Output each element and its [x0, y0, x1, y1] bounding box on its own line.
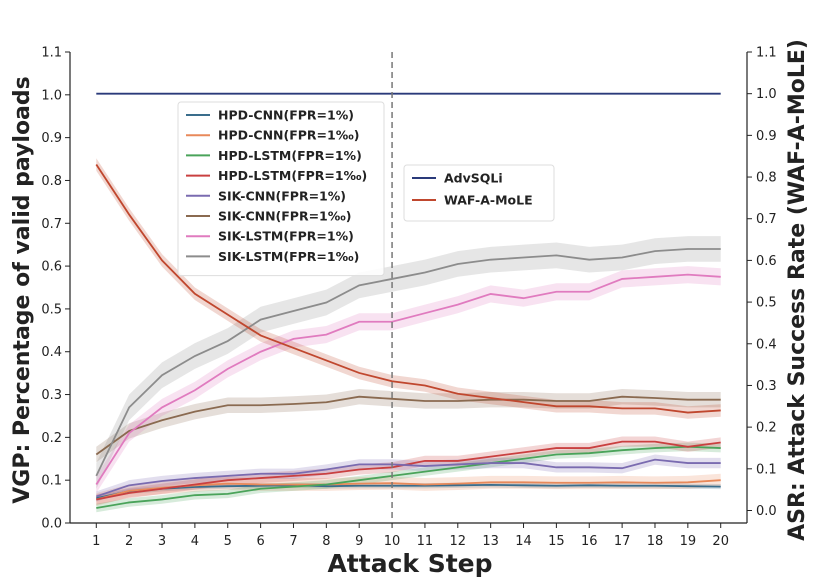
y-tick-label-right: 0.1	[756, 462, 777, 477]
line-sik-lstm-fpr-1permille	[95, 248, 721, 477]
band-sik-lstm-fpr-1pct	[96, 266, 721, 494]
line-hpd-lstm-fpr-1pct	[96, 445, 721, 509]
band-hpd-cnn-fpr-1pct	[96, 482, 721, 501]
x-tick-label: 3	[158, 534, 166, 549]
axes	[69, 52, 748, 524]
line-sik-cnn-fpr-1permille	[95, 395, 721, 456]
x-tick-label: 6	[256, 534, 264, 549]
legend-label-sik-cnn-fpr-1permille: SIK-CNN(FPR=1‰)	[218, 209, 351, 224]
legend-label-sik-lstm-fpr-1pct: SIK-LSTM(FPR=1%)	[218, 229, 354, 244]
x-tick-label: 1	[92, 534, 100, 549]
legend-label-hpd-lstm-fpr-1permille: HPD-LSTM(FPR=1‰)	[218, 168, 367, 183]
x-tick-label: 4	[191, 534, 199, 549]
y-tick-label-right: 0.3	[756, 379, 777, 394]
line-sik-cnn-fpr-1pct	[96, 458, 721, 498]
confidence-bands	[96, 158, 721, 513]
legend-right-frame	[403, 164, 555, 222]
x-tick-label: 13	[482, 534, 499, 549]
line-waf-a-mole	[95, 164, 721, 414]
band-hpd-lstm-fpr-1permille	[96, 436, 721, 505]
legend-left: HPD-CNN(FPR=1%) HPD-CNN(FPR=1‰) HPD-LSTM(F…	[177, 101, 385, 277]
x-tick-label: 9	[355, 534, 363, 549]
band-sik-lstm-fpr-1permille	[96, 236, 721, 489]
y-tick-label-right: 0.4	[756, 337, 777, 352]
x-tick-label: 20	[712, 534, 729, 549]
y-tick-label-right: 0.0	[756, 504, 777, 519]
line-hpd-lstm-fpr-1permille	[96, 440, 721, 501]
y-tick-label-right: 0.5	[756, 296, 777, 311]
y-tick-label-left: 1.0	[41, 88, 62, 103]
x-tick-label: 15	[548, 534, 565, 549]
x-tick-label: 5	[224, 534, 232, 549]
x-tick-label: 12	[450, 534, 467, 549]
y-tick-label-left: 0.9	[41, 131, 62, 146]
band-sik-cnn-fpr-1permille	[96, 388, 721, 463]
y-tick-label-right: 0.7	[756, 212, 777, 227]
y-tick-label-right: 0.9	[756, 129, 777, 144]
x-tick-label: 10	[384, 534, 401, 549]
y-axis-title-right: ASR: Attack Success Rate (WAF-A-MoLE)	[785, 39, 810, 541]
y-tick-label-left: 0.0	[41, 517, 62, 532]
y-tick-label-left: 0.8	[41, 174, 62, 189]
y-tick-label-right: 1.0	[756, 87, 777, 102]
x-tick-label: 19	[680, 534, 697, 549]
x-tick-label: 17	[614, 534, 631, 549]
legend-label-waf-a-mole: WAF-A-MoLE	[444, 193, 533, 208]
x-axis-title: Attack Step	[327, 549, 492, 578]
x-tick-label: 7	[289, 534, 297, 549]
series-lines	[95, 92, 721, 509]
y-tick-label-left: 0.6	[41, 260, 62, 275]
x-tick-label: 16	[581, 534, 598, 549]
y-tick-label-right: 0.6	[756, 254, 777, 269]
legend-label-sik-lstm-fpr-1permille: SIK-LSTM(FPR=1‰)	[218, 249, 359, 264]
line-sik-lstm-fpr-1pct	[95, 273, 721, 485]
y-tick-label-right: 0.8	[756, 171, 777, 186]
y-tick-label-right: 0.2	[756, 421, 777, 436]
y-axis-title-left: VGP: Percentage of valid payloads	[10, 76, 35, 504]
line-hpd-cnn-fpr-1permille	[96, 479, 721, 501]
band-hpd-lstm-fpr-1pct	[96, 442, 721, 513]
x-tick-label: 14	[515, 534, 532, 549]
y-tick-label-left: 0.2	[41, 431, 62, 446]
x-tick-label: 18	[647, 534, 664, 549]
y-tick-label-left: 0.1	[41, 474, 62, 489]
y-tick-label-left: 1.1	[41, 46, 62, 61]
legend-label-hpd-cnn-fpr-1pct: HPD-CNN(FPR=1%)	[218, 108, 354, 123]
y-tick-label-left: 0.3	[41, 388, 62, 403]
y-tick-label-left: 0.4	[41, 345, 62, 360]
band-hpd-cnn-fpr-1permille	[96, 473, 721, 506]
y-tick-label-right: 1.1	[756, 46, 777, 61]
band-sik-cnn-fpr-1pct	[96, 454, 721, 502]
x-tick-label: 2	[125, 534, 133, 549]
x-tick-label: 11	[417, 534, 434, 549]
legend-label-hpd-lstm-fpr-1pct: HPD-LSTM(FPR=1%)	[218, 148, 362, 163]
legend-label-hpd-cnn-fpr-1permille: HPD-CNN(FPR=1‰)	[218, 128, 359, 143]
y-tick-label-left: 0.7	[41, 217, 62, 232]
tick-labels: 1 2 3 4 5 6 7 8 9 10 11 12 13 14 15 16 17 18 19 200.00.00.1…	[41, 46, 776, 550]
legend-right: AdvSQLi WAF-A-MoLE	[403, 164, 555, 222]
legend-label-sik-cnn-fpr-1pct: SIK-CNN(FPR=1%)	[218, 188, 346, 203]
line-hpd-cnn-fpr-1pct	[96, 483, 721, 500]
y-tick-label-left: 0.5	[41, 302, 62, 317]
legend-label-advsqli: AdvSQLi	[444, 171, 503, 186]
x-tick-label: 8	[322, 534, 330, 549]
legend-left-frame	[177, 101, 385, 277]
